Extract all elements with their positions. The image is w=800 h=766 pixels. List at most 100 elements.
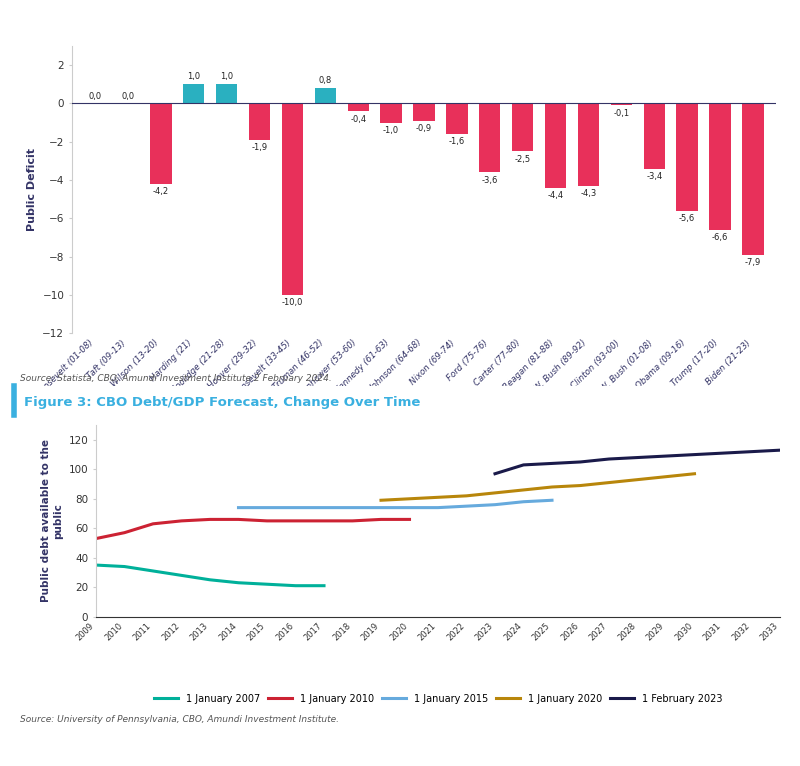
Text: 0,0: 0,0: [89, 92, 102, 100]
1 January 2020: [604, 478, 614, 487]
1 January 2010: [120, 528, 130, 537]
1 January 2015: [348, 503, 358, 512]
1 February 2023: [690, 450, 699, 459]
Text: 0,0: 0,0: [122, 92, 134, 100]
1 January 2010: [234, 515, 243, 524]
Text: Source: University of Pennsylvania, CBO, Amundi Investment Institute.: Source: University of Pennsylvania, CBO,…: [20, 715, 339, 724]
Bar: [742, 103, 764, 254]
Y-axis label: Public debt available to the
public: Public debt available to the public: [42, 440, 63, 602]
1 January 2010: [205, 515, 214, 524]
Y-axis label: Public Deficit: Public Deficit: [27, 148, 37, 231]
Line: 1 January 2010: 1 January 2010: [96, 519, 410, 538]
1 January 2010: [290, 516, 300, 525]
1 January 2010: [262, 516, 272, 525]
Bar: [183, 84, 205, 103]
1 January 2007: [234, 578, 243, 588]
1 January 2007: [205, 575, 214, 584]
1 January 2015: [405, 503, 414, 512]
1 January 2015: [462, 502, 471, 511]
Bar: [347, 103, 369, 111]
1 January 2007: [290, 581, 300, 591]
Text: -1,9: -1,9: [251, 143, 267, 152]
Bar: [643, 103, 665, 169]
1 January 2015: [490, 500, 500, 509]
Text: -0,4: -0,4: [350, 115, 366, 123]
1 January 2007: [91, 561, 101, 570]
Text: Source: Statista, CBO, Amundi Investment Institute 2 February 2024.: Source: Statista, CBO, Amundi Investment…: [20, 375, 332, 384]
Bar: [710, 103, 730, 230]
Text: -4,4: -4,4: [547, 192, 564, 200]
Text: -1,0: -1,0: [383, 126, 399, 135]
1 January 2015: [319, 503, 329, 512]
1 January 2010: [319, 516, 329, 525]
1 February 2023: [775, 446, 785, 455]
1 February 2023: [718, 449, 728, 458]
Bar: [414, 103, 434, 121]
Bar: [282, 103, 303, 295]
1 January 2020: [405, 494, 414, 503]
1 January 2015: [434, 503, 443, 512]
1 January 2015: [290, 503, 300, 512]
Text: -0,1: -0,1: [614, 109, 630, 118]
Bar: [610, 103, 632, 106]
Text: -3,4: -3,4: [646, 172, 662, 181]
1 February 2023: [518, 460, 528, 470]
1 January 2010: [348, 516, 358, 525]
Text: Figure 3: CBO Debt/GDP Forecast, Change Over Time: Figure 3: CBO Debt/GDP Forecast, Change …: [24, 395, 420, 408]
Bar: [545, 103, 566, 188]
1 February 2023: [661, 451, 670, 460]
1 January 2020: [490, 488, 500, 497]
1 January 2007: [177, 571, 186, 580]
1 January 2020: [518, 486, 528, 495]
Bar: [479, 103, 501, 172]
1 January 2020: [376, 496, 386, 505]
Text: -7,9: -7,9: [745, 258, 761, 267]
1 January 2020: [547, 483, 557, 492]
1 January 2020: [661, 472, 670, 481]
1 January 2007: [262, 580, 272, 589]
1 January 2010: [148, 519, 158, 529]
Text: -1,6: -1,6: [449, 138, 465, 146]
1 January 2007: [148, 566, 158, 575]
Bar: [512, 103, 534, 152]
Bar: [216, 84, 238, 103]
1 January 2010: [177, 516, 186, 525]
Text: 1,0: 1,0: [220, 73, 233, 81]
1 January 2010: [405, 515, 414, 524]
1 January 2020: [462, 491, 471, 500]
1 February 2023: [576, 457, 586, 466]
1 January 2020: [633, 475, 642, 484]
1 January 2015: [234, 503, 243, 512]
Line: 1 February 2023: 1 February 2023: [495, 450, 780, 473]
Bar: [578, 103, 599, 186]
1 January 2015: [262, 503, 272, 512]
Text: -2,5: -2,5: [514, 155, 530, 164]
1 February 2023: [547, 459, 557, 468]
Bar: [446, 103, 467, 134]
Bar: [381, 103, 402, 123]
Text: -4,3: -4,3: [580, 189, 597, 198]
1 January 2015: [518, 497, 528, 506]
Line: 1 January 2007: 1 January 2007: [96, 565, 324, 586]
Text: Average deficits under each administration, % of GDP: Average deficits under each administrati…: [6, 11, 365, 25]
1 January 2020: [434, 493, 443, 502]
1 January 2015: [376, 503, 386, 512]
Text: 1,0: 1,0: [187, 73, 200, 81]
Line: 1 January 2015: 1 January 2015: [238, 500, 552, 508]
Text: -6,6: -6,6: [712, 234, 728, 242]
Text: -10,0: -10,0: [282, 299, 303, 307]
1 February 2023: [604, 454, 614, 463]
Bar: [314, 88, 336, 103]
Legend: 1 January 2007, 1 January 2010, 1 January 2015, 1 January 2020, 1 February 2023: 1 January 2007, 1 January 2010, 1 Januar…: [150, 689, 726, 708]
Text: -5,6: -5,6: [679, 214, 695, 223]
Bar: [150, 103, 171, 184]
1 January 2007: [319, 581, 329, 591]
Text: 0,8: 0,8: [318, 77, 332, 85]
Text: -3,6: -3,6: [482, 176, 498, 185]
Line: 1 January 2020: 1 January 2020: [381, 473, 694, 500]
1 January 2020: [576, 481, 586, 490]
1 January 2015: [547, 496, 557, 505]
Text: -0,9: -0,9: [416, 124, 432, 133]
Text: -4,2: -4,2: [153, 188, 169, 196]
1 January 2007: [120, 562, 130, 571]
